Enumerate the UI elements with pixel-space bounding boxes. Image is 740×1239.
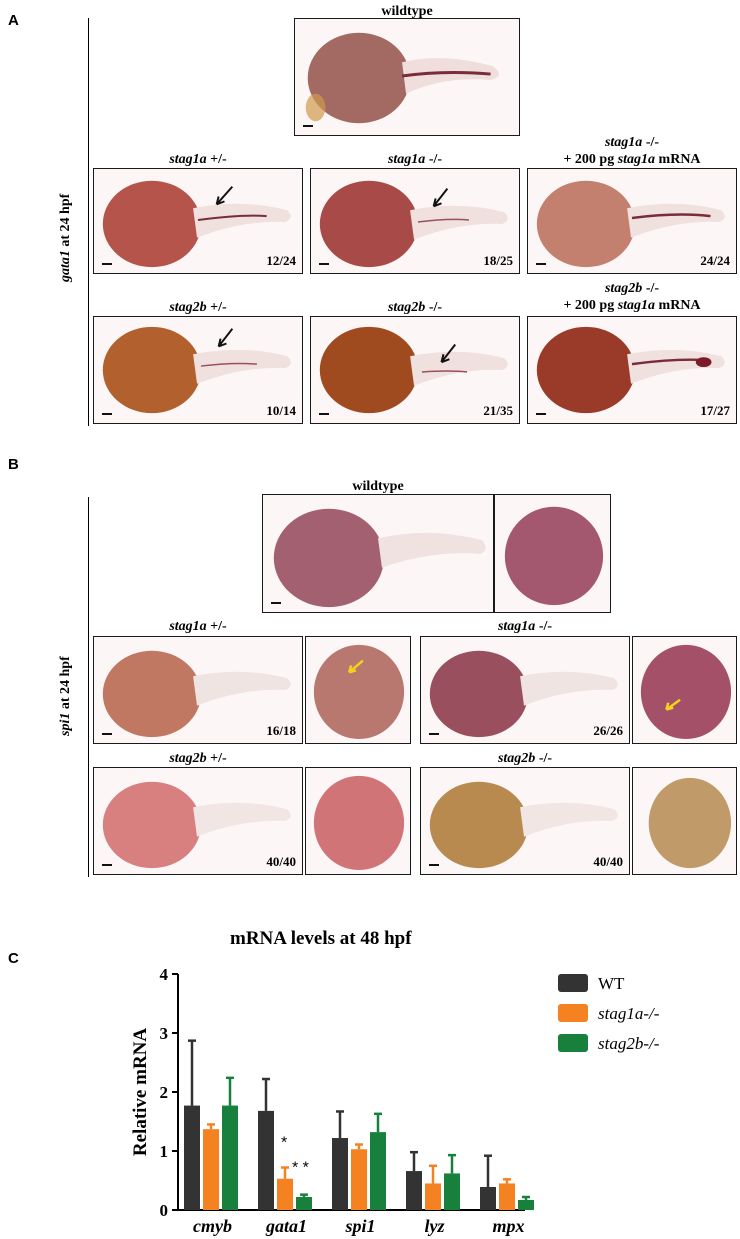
bar — [518, 1199, 534, 1210]
b-wildtype-closeup — [494, 494, 611, 613]
b-wildtype-image — [262, 494, 494, 613]
embryo-count: 24/24 — [700, 253, 730, 268]
scale-bar — [271, 602, 281, 604]
bar — [480, 1186, 496, 1210]
significance-mark: * — [281, 1135, 287, 1152]
a-caption-2: stag1a -/- — [387, 152, 443, 167]
y-tick-label: 1 — [160, 1142, 169, 1161]
embryo-count: 26/26 — [593, 723, 623, 738]
a-caption-5: stag2b -/- — [387, 300, 443, 315]
bar — [425, 1183, 441, 1210]
x-tick-label: mpx — [492, 1216, 524, 1236]
panel-b-bracket — [88, 497, 89, 877]
embryo-count: 12/24 — [266, 253, 296, 268]
x-tick-label: spi1 — [344, 1216, 375, 1236]
scale-bar — [319, 263, 329, 265]
x-tick-label: cmyb — [193, 1216, 232, 1236]
x-tick-label: gata1 — [265, 1216, 307, 1236]
embryo-count: 17/27 — [700, 403, 730, 418]
scale-bar — [102, 413, 112, 415]
panel-a-letter: A — [8, 12, 19, 29]
a-image-3: 24/24 — [527, 168, 737, 274]
scale-bar — [536, 413, 546, 415]
embryo-count: 16/18 — [266, 723, 296, 738]
bar — [370, 1132, 386, 1210]
a-wildtype-image — [294, 18, 520, 136]
b-image-1: 16/18 — [93, 636, 303, 744]
a-image-1: 12/24 — [93, 168, 303, 274]
scale-bar — [102, 263, 112, 265]
b-image-4: 40/40 — [420, 767, 630, 875]
scale-bar — [303, 125, 313, 127]
y-tick-label: 4 — [160, 965, 169, 984]
y-tick-label: 3 — [160, 1024, 169, 1043]
a-caption-3: stag1a -/- + 200 pg stag1a mRNA — [563, 135, 701, 167]
a-image-2: 18/25 — [310, 168, 520, 274]
panel-b-side-label: spi1 at 24 hpf — [58, 656, 73, 736]
embryo-count: 40/40 — [593, 854, 623, 869]
bar-chart: 0 1 2 3 4 Relative mRNA cmyb gata1 spi1 lyz mpx * * … — [130, 965, 660, 1236]
bar — [296, 1197, 312, 1210]
embryo-illustration — [305, 32, 499, 124]
bar — [184, 1105, 200, 1210]
legend-label: WT — [598, 974, 625, 993]
bar — [406, 1171, 422, 1210]
legend-label: stag1a-/- — [598, 1004, 660, 1023]
y-tick-label: 2 — [160, 1083, 169, 1102]
y-axis-label: Relative mRNA — [130, 1028, 151, 1156]
b-caption-1: stag1a +/- — [169, 619, 227, 634]
b-caption-4: stag2b -/- — [497, 751, 553, 766]
significance-mark: * * — [292, 1160, 309, 1177]
b-wildtype-caption: wildtype — [352, 479, 404, 494]
legend-swatch — [558, 974, 588, 992]
bar — [351, 1149, 367, 1210]
y-tick-label: 0 — [160, 1201, 169, 1220]
panel-c-letter: C — [8, 950, 19, 967]
bar — [222, 1105, 238, 1210]
scale-bar — [429, 864, 439, 866]
scale-bar — [536, 263, 546, 265]
embryo-count: 10/14 — [266, 403, 296, 418]
a-image-5: 21/35 — [310, 316, 520, 424]
legend-swatch — [558, 1034, 588, 1052]
embryo-count: 18/25 — [483, 253, 513, 268]
scale-bar — [429, 733, 439, 735]
b-image-3: 40/40 — [93, 767, 303, 875]
a-caption-1: stag1a +/- — [169, 152, 227, 167]
a-wildtype-caption: wildtype — [381, 4, 433, 19]
b-closeup-3 — [305, 767, 411, 875]
bar — [332, 1138, 348, 1210]
legend-label: stag2b-/- — [598, 1034, 660, 1053]
embryo-count: 21/35 — [483, 403, 513, 418]
b-caption-2: stag1a -/- — [497, 619, 553, 634]
bar — [277, 1178, 293, 1210]
legend-swatch — [558, 1004, 588, 1022]
a-image-4: 10/14 — [93, 316, 303, 424]
panel-a-side-label: gata1 at 24 hpf — [58, 193, 73, 282]
panel-a-bracket — [88, 18, 89, 426]
a-image-6: 17/27 — [527, 316, 737, 424]
bar — [203, 1129, 219, 1210]
a-caption-6: stag2b -/- + 200 pg stag1a mRNA — [563, 281, 701, 313]
bar — [444, 1173, 460, 1210]
scale-bar — [102, 733, 112, 735]
b-caption-3: stag2b +/- — [169, 751, 227, 766]
bar — [499, 1183, 515, 1210]
bar — [258, 1110, 274, 1210]
a-caption-4: stag2b +/- — [169, 300, 227, 315]
embryo-count: 40/40 — [266, 854, 296, 869]
chart-title: mRNA levels at 48 hpf — [230, 928, 412, 949]
panel-b-letter: B — [8, 456, 19, 473]
scale-bar — [102, 864, 112, 866]
b-closeup-2 — [632, 636, 737, 744]
b-closeup-4 — [632, 767, 737, 875]
x-tick-label: lyz — [425, 1216, 445, 1236]
b-image-2: 26/26 — [420, 636, 630, 744]
scale-bar — [319, 413, 329, 415]
b-closeup-1 — [305, 636, 411, 744]
